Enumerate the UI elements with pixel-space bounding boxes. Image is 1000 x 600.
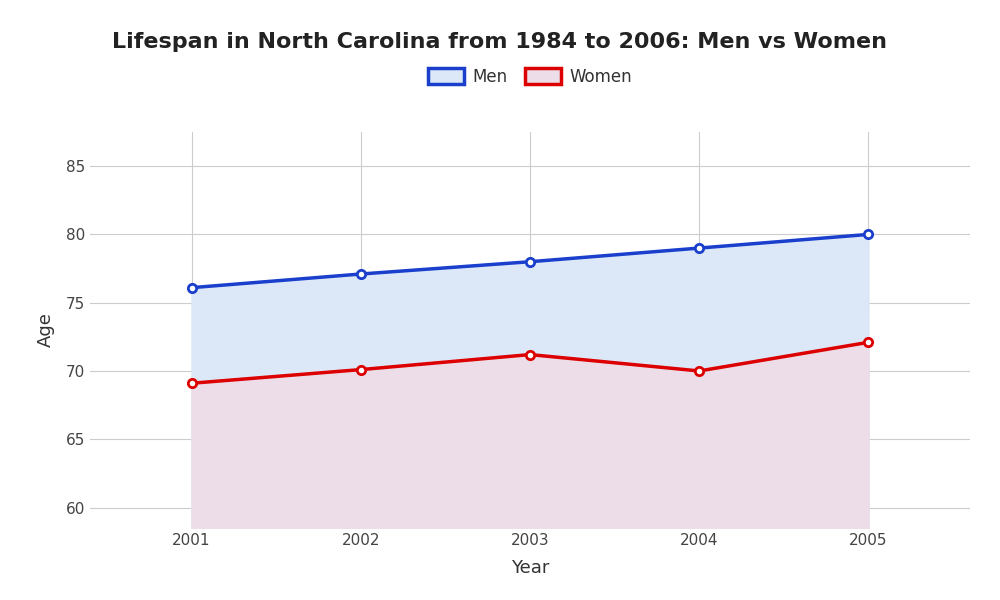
X-axis label: Year: Year	[511, 559, 549, 577]
Y-axis label: Age: Age	[37, 313, 55, 347]
Legend: Men, Women: Men, Women	[421, 61, 639, 92]
Text: Lifespan in North Carolina from 1984 to 2006: Men vs Women: Lifespan in North Carolina from 1984 to …	[112, 32, 888, 52]
